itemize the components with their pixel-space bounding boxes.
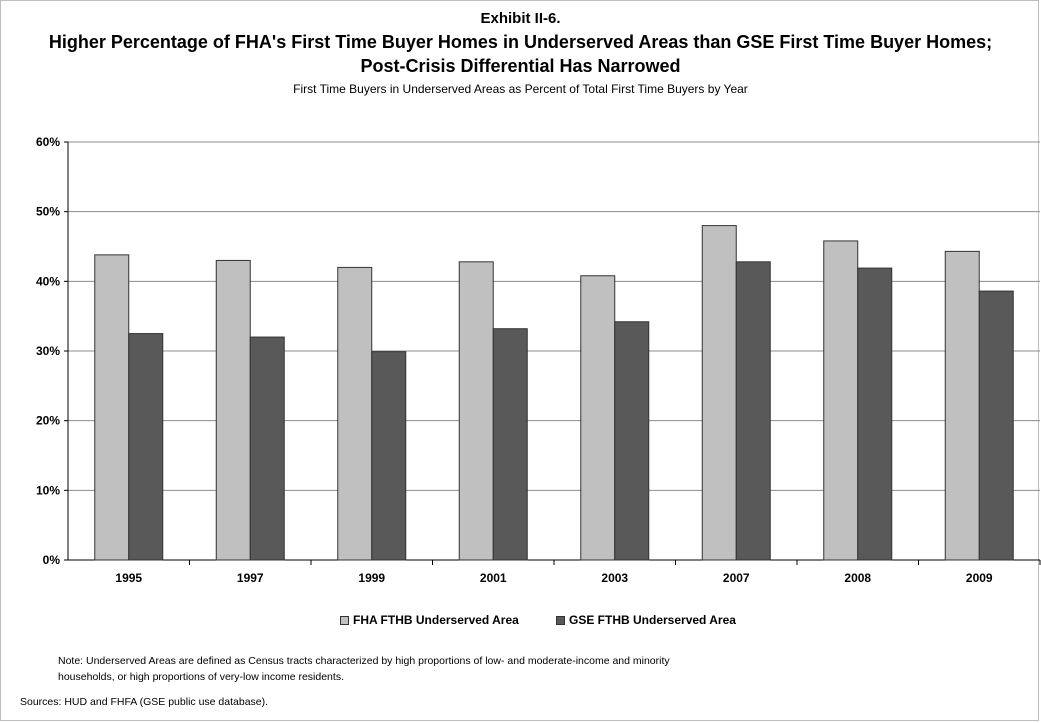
- footnote-line1: Note: Underserved Areas are defined as C…: [58, 655, 670, 667]
- x-tick-label-2009: 2009: [966, 571, 993, 585]
- exhibit-label: Exhibit II-6.: [480, 10, 561, 27]
- legend-item-gse: GSE FTHB Underserved Area: [556, 613, 736, 627]
- legend-label-gse: GSE FTHB Underserved Area: [569, 613, 736, 627]
- bar-fha-2003: [580, 275, 616, 561]
- y-tick-label: 50%: [36, 205, 60, 219]
- bar-gse-2001: [492, 328, 528, 561]
- y-tick-label: 0%: [43, 553, 61, 567]
- x-tick-label-1995: 1995: [115, 571, 142, 585]
- bar-fha-2008: [823, 240, 859, 561]
- bar-gse-2007: [735, 261, 771, 561]
- y-tick-label: 20%: [36, 414, 60, 428]
- footnote: Note: Underserved Areas are defined as C…: [58, 653, 758, 685]
- chart-title-line1: Higher Percentage of FHA's First Time Bu…: [48, 32, 993, 52]
- legend-swatch-gse: [556, 615, 565, 625]
- y-tick-label: 30%: [36, 344, 60, 358]
- bar-fha-1995: [94, 254, 130, 561]
- bar-fha-2009: [944, 250, 980, 561]
- bar-fha-2001: [458, 261, 494, 561]
- legend-label-fha: FHA FTHB Underserved Area: [353, 613, 519, 627]
- bar-gse-2003: [614, 321, 650, 561]
- bar-fha-1997: [215, 259, 251, 561]
- chart-title-line2: Post-Crisis Differential Has Narrowed: [360, 56, 681, 76]
- x-tick-label-2007: 2007: [723, 571, 750, 585]
- legend-item-fha: FHA FTHB Underserved Area: [340, 613, 519, 627]
- bar-fha-2007: [701, 225, 737, 561]
- chart-subtitle: First Time Buyers in Underserved Areas a…: [293, 82, 748, 96]
- bar-gse-1997: [249, 336, 285, 561]
- legend-swatch-fha: [340, 615, 349, 625]
- y-tick-label: 60%: [36, 135, 60, 149]
- y-tick-label: 40%: [36, 274, 60, 288]
- bar-gse-2008: [857, 267, 893, 561]
- x-tick-label-2008: 2008: [844, 571, 871, 585]
- bar-gse-1995: [128, 333, 164, 561]
- legend: FHA FTHB Underserved Area GSE FTHB Under…: [0, 613, 1041, 629]
- bar-gse-2009: [978, 290, 1014, 561]
- x-tick-label-2003: 2003: [601, 571, 628, 585]
- x-tick-label-2001: 2001: [480, 571, 507, 585]
- bar-gse-1999: [371, 351, 407, 561]
- footnote-line2: households, or high proportions of very-…: [58, 671, 344, 683]
- bar-fha-1999: [337, 266, 373, 561]
- x-tick-label-1997: 1997: [237, 571, 264, 585]
- sources-note: Sources: HUD and FHFA (GSE public use da…: [20, 696, 269, 708]
- y-tick-label: 10%: [36, 483, 60, 497]
- x-tick-label-1999: 1999: [358, 571, 385, 585]
